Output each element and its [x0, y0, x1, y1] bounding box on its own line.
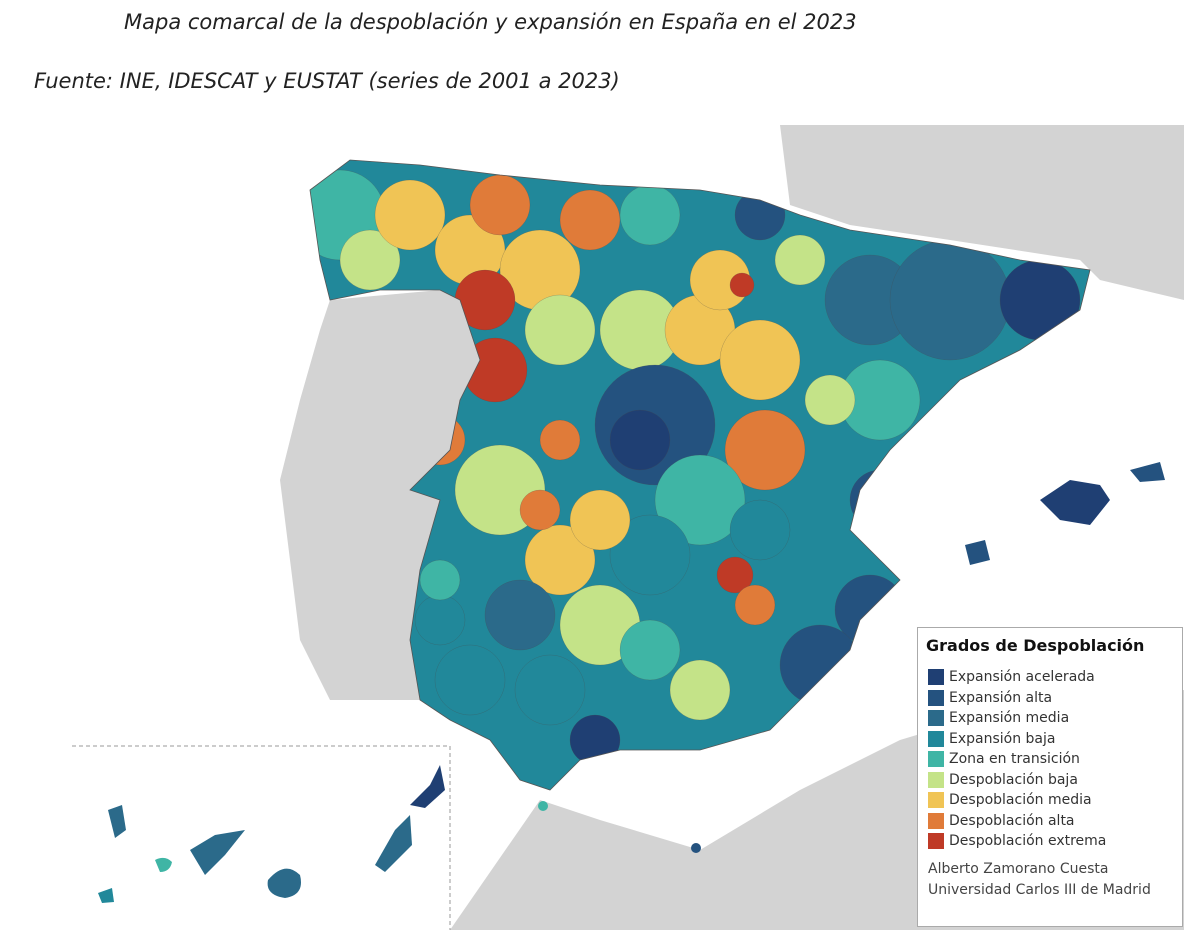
- legend-swatch: [928, 710, 944, 726]
- region: [519, 489, 561, 531]
- island: [267, 868, 301, 898]
- legend-item: Expansión media: [928, 709, 1069, 727]
- islands: [98, 462, 1165, 903]
- legend-label: Despoblación alta: [949, 812, 1075, 829]
- legend-item: Despoblación alta: [928, 812, 1075, 830]
- region: [559, 189, 621, 251]
- region: [539, 419, 581, 461]
- legend-swatch: [928, 730, 944, 747]
- source: Fuente: INE, IDESCAT y EUSTAT (series de…: [34, 69, 620, 93]
- legend-label: Zona en transición: [949, 751, 1080, 767]
- region: [419, 559, 461, 601]
- region: [619, 619, 681, 681]
- legend-swatch: [928, 669, 944, 685]
- credit-line: Alberto Zamorano Cuesta: [928, 861, 1109, 877]
- region: [729, 499, 791, 561]
- region: [669, 659, 731, 721]
- region: [999, 259, 1081, 341]
- region: [434, 644, 506, 716]
- credit-line: Universidad Carlos III de Madrid: [928, 882, 1151, 898]
- credits: Alberto Zamorano Cuesta Universidad Carl…: [928, 859, 1151, 901]
- island: [965, 540, 990, 565]
- island: [691, 843, 701, 853]
- region: [734, 584, 776, 626]
- region: [774, 234, 826, 286]
- region: [716, 556, 754, 594]
- legend-label: Expansión baja: [949, 730, 1056, 747]
- region: [524, 524, 596, 596]
- legend-label: Expansión alta: [949, 689, 1053, 706]
- region: [619, 184, 681, 246]
- region: [374, 179, 446, 251]
- region: [729, 272, 755, 298]
- legend-label: Despoblación media: [949, 792, 1092, 808]
- legend-item: Zona en transición: [928, 750, 1080, 768]
- region: [719, 319, 801, 401]
- region: [779, 624, 861, 706]
- legend-item: Despoblación media: [928, 791, 1092, 809]
- legend-item: Expansión acelerada: [928, 668, 1095, 686]
- island: [538, 801, 548, 811]
- region: [889, 239, 1011, 361]
- spain-outline: [309, 159, 1091, 791]
- island: [1130, 462, 1165, 482]
- legend-swatch: [928, 689, 944, 706]
- legend-swatch: [928, 812, 944, 829]
- region: [804, 374, 856, 426]
- region: [849, 469, 911, 531]
- region: [469, 174, 531, 236]
- island: [1040, 480, 1110, 525]
- legend-swatch: [928, 771, 944, 788]
- region: [524, 294, 596, 366]
- region: [569, 489, 631, 551]
- region: [724, 409, 806, 491]
- island: [108, 805, 126, 838]
- island: [98, 888, 114, 903]
- island: [190, 830, 245, 875]
- region: [414, 594, 466, 646]
- legend-item: Despoblación extrema: [928, 832, 1106, 850]
- legend-swatch: [928, 833, 944, 849]
- legend-item: Expansión baja: [928, 730, 1055, 748]
- inset-frame: [72, 745, 451, 930]
- region: [484, 579, 556, 651]
- legend-label: Despoblación baja: [949, 771, 1078, 788]
- map-title: Mapa comarcal de la despoblación y expan…: [124, 10, 857, 34]
- region: [339, 229, 401, 291]
- legend-label: Expansión acelerada: [949, 669, 1095, 685]
- island: [375, 815, 412, 872]
- region: [609, 409, 671, 471]
- legend-item: Expansión alta: [928, 689, 1052, 707]
- legend-item: Despoblación baja: [928, 771, 1078, 789]
- legend-swatch: [928, 792, 944, 808]
- region: [734, 189, 786, 241]
- region: [569, 714, 621, 766]
- legend: Grados de Despoblación Expansión acelera…: [917, 627, 1183, 927]
- region: [609, 514, 691, 596]
- legend-title: Grados de Despoblación: [926, 636, 1145, 655]
- region: [654, 454, 746, 546]
- region: [514, 654, 586, 726]
- legend-swatch: [928, 751, 944, 767]
- island: [155, 857, 172, 872]
- island: [410, 765, 445, 808]
- legend-label: Expansión media: [949, 710, 1070, 726]
- legend-label: Despoblación extrema: [949, 833, 1107, 849]
